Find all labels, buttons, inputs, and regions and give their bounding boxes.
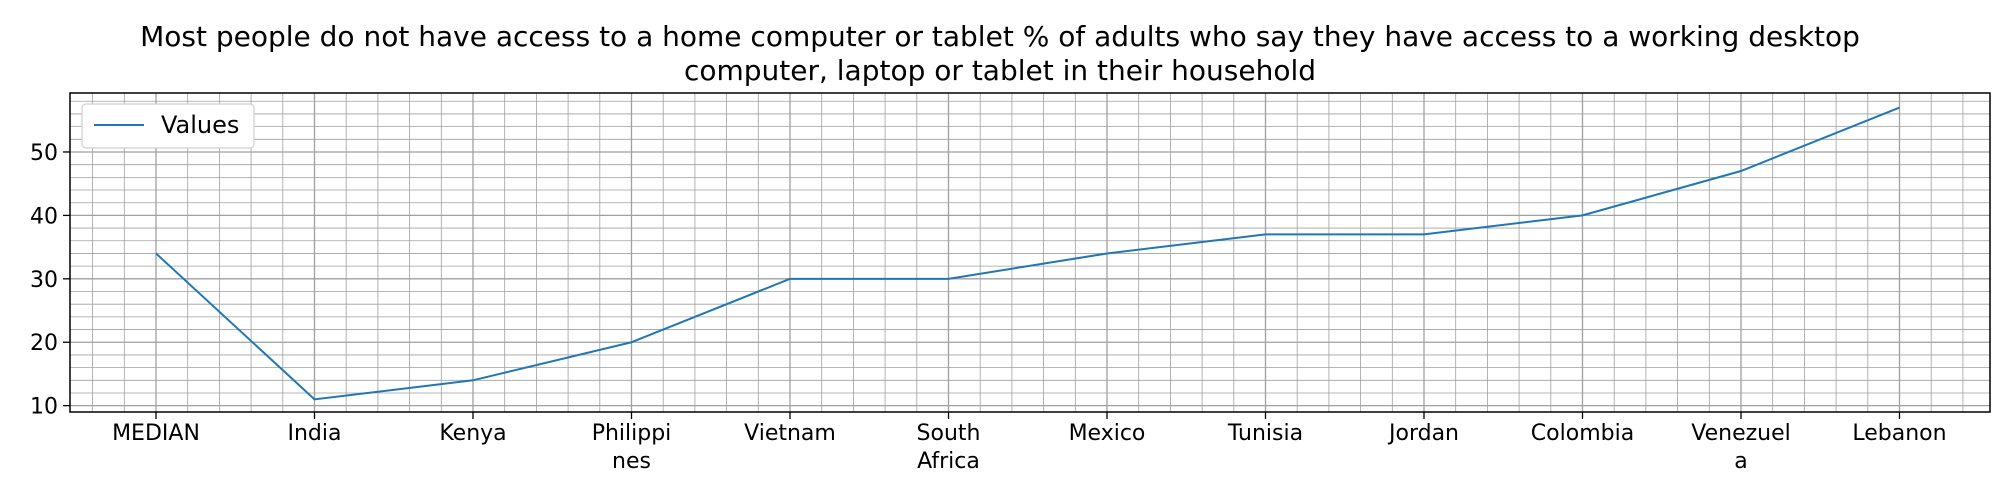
legend: Values (81, 103, 255, 149)
legend-label: Values (161, 111, 239, 139)
y-tick-label: 30 (30, 268, 58, 293)
x-tick-label: Vietnam (744, 421, 836, 446)
chart-title: Most people do not have access to a home… (140, 20, 1860, 87)
x-tick-label: Mexico (1069, 421, 1146, 446)
plot-frame (69, 92, 1991, 413)
y-tick-label: 20 (30, 331, 58, 356)
y-tick-label: 40 (30, 204, 58, 229)
y-tick-label: 10 (30, 395, 58, 420)
x-tick-label: Lebanon (1852, 421, 1946, 446)
x-tick-label: Jordan (1387, 421, 1459, 446)
y-tick-label: 50 (30, 141, 58, 166)
x-tick-label: Philippi nes (592, 421, 672, 474)
series-line-values (155, 106, 1900, 401)
grid (70, 93, 1990, 412)
x-axis-ticks: MEDIAN India Kenya Philippi nes Vietnam South A… (112, 412, 1947, 474)
x-tick-label: MEDIAN (112, 421, 200, 446)
x-tick-label: South Africa (917, 421, 981, 474)
y-axis-ticks: 10 20 30 40 50 (30, 141, 70, 420)
x-tick-label: Kenya (439, 421, 506, 446)
x-tick-label: Tunisia (1227, 421, 1303, 446)
x-tick-label: India (288, 421, 342, 446)
x-tick-label: Venezuel a (1691, 421, 1791, 474)
x-tick-label: Colombia (1531, 421, 1634, 446)
legend-box (81, 103, 255, 149)
